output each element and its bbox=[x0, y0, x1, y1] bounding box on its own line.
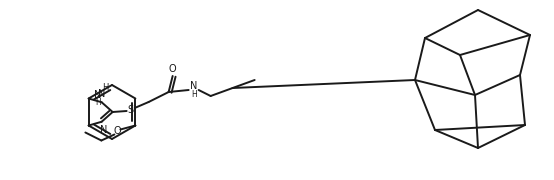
Text: N: N bbox=[98, 89, 105, 99]
Text: N: N bbox=[94, 90, 101, 100]
Text: H: H bbox=[191, 89, 197, 98]
Text: O: O bbox=[114, 125, 121, 136]
Text: N: N bbox=[190, 81, 197, 91]
Text: N: N bbox=[100, 125, 107, 135]
Text: S: S bbox=[127, 105, 134, 115]
Text: O: O bbox=[169, 64, 177, 74]
Text: H: H bbox=[95, 98, 100, 107]
Text: H: H bbox=[102, 83, 109, 92]
